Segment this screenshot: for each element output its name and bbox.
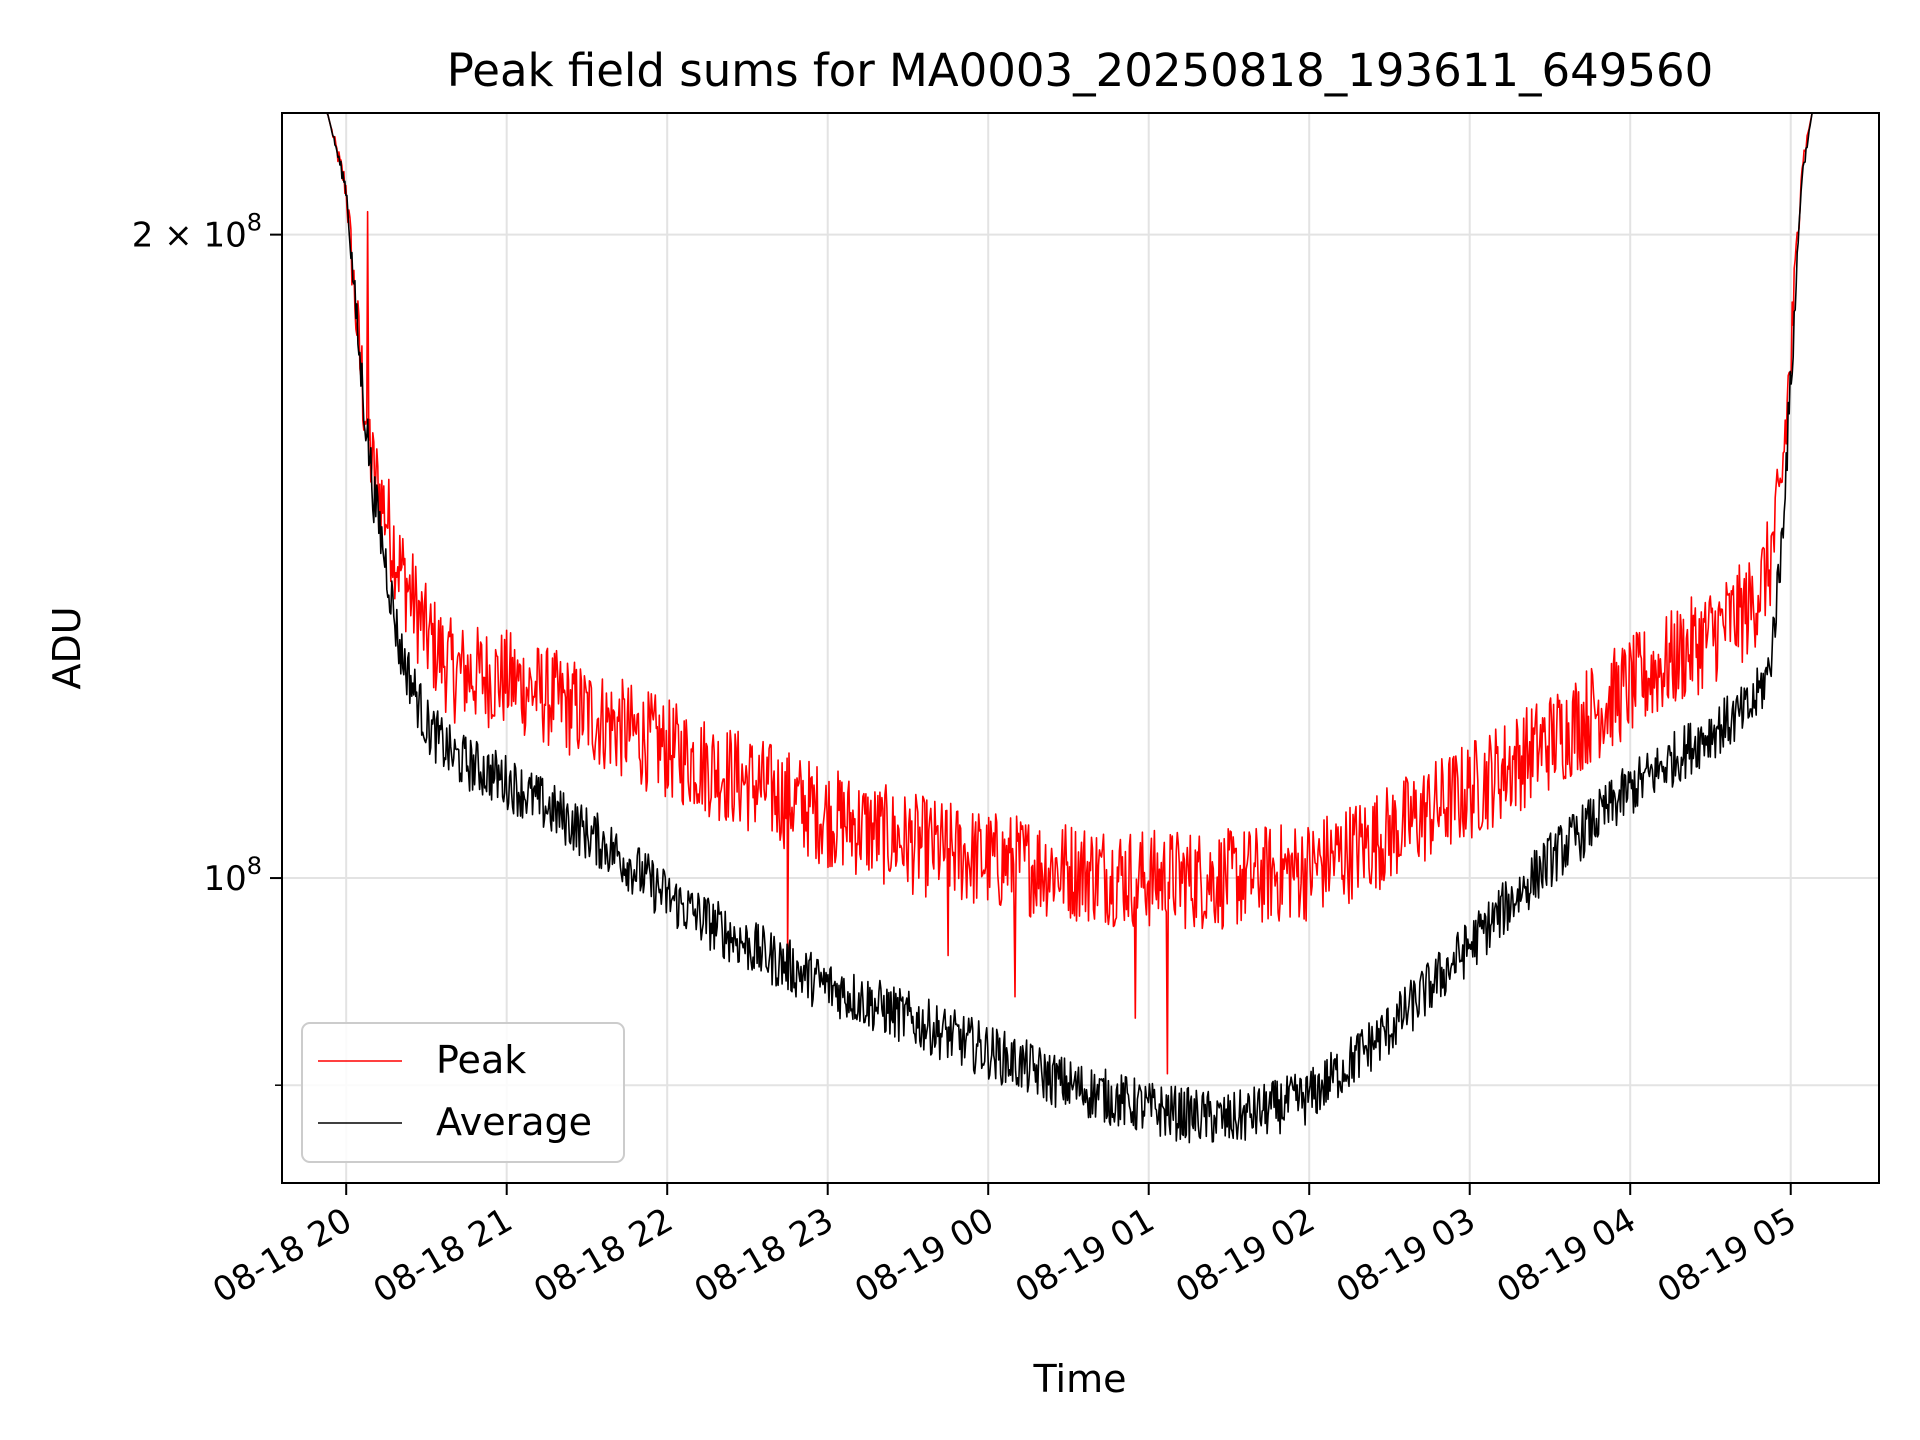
- plot-frame: [281, 112, 1880, 1184]
- y-tick-label: 108: [203, 852, 262, 899]
- y-tick-label: 2 × 108: [132, 209, 262, 256]
- legend-label-average: Average: [436, 1100, 592, 1144]
- legend-label-peak: Peak: [436, 1038, 526, 1082]
- x-axis-label: Time: [1033, 1357, 1127, 1401]
- legend-box: [301, 1022, 625, 1163]
- series-average-line: [282, 112, 1879, 1144]
- y-axis-label: ADU: [45, 606, 89, 689]
- chart-title: Peak field sums for MA0003_20250818_1936…: [447, 44, 1714, 97]
- legend: Peak Average: [301, 1022, 625, 1163]
- series-peak-line: [282, 112, 1879, 1075]
- plot-series: [282, 112, 1879, 1144]
- y-axis-ticks: 2 × 108 108: [132, 209, 282, 1086]
